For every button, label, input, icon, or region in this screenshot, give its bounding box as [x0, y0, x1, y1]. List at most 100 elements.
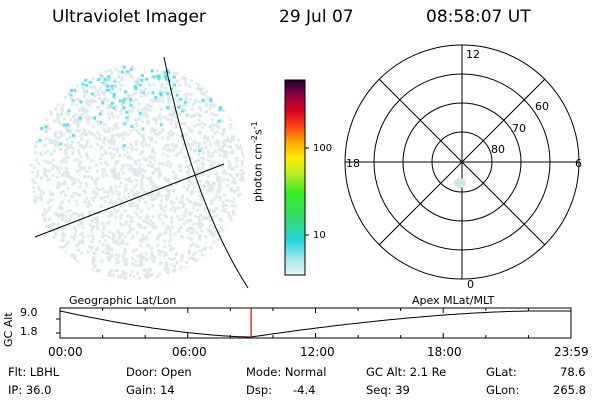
uv-pixel — [150, 251, 154, 255]
uv-pixel — [40, 197, 44, 201]
uv-pixel — [134, 183, 138, 187]
uv-pixel — [143, 274, 147, 278]
uv-pixel — [136, 271, 140, 275]
x-tick-2359: 23:59 — [554, 345, 589, 359]
uv-pixel — [225, 199, 229, 203]
uv-pixel — [217, 125, 221, 129]
uv-pixel — [186, 187, 190, 191]
uv-pixel — [117, 70, 121, 74]
uv-pixel — [65, 123, 69, 127]
uv-pixel — [72, 115, 76, 119]
uv-pixel — [199, 213, 203, 217]
uv-pixel — [141, 233, 145, 237]
uv-pixel — [212, 209, 216, 213]
uv-pixel — [171, 105, 175, 109]
uv-pixel — [97, 93, 101, 96]
uv-pixel — [84, 181, 88, 185]
uv-pixel — [133, 192, 137, 196]
uv-pixel — [125, 116, 129, 120]
uv-pixel — [102, 190, 106, 194]
uv-pixel — [204, 145, 208, 149]
uv-pixel — [112, 124, 116, 128]
uv-pixel — [201, 125, 205, 129]
uv-pixel — [112, 235, 116, 238]
uv-pixel — [88, 211, 92, 215]
uv-pixel — [173, 209, 177, 213]
uv-pixel — [224, 154, 228, 158]
uv-pixel — [85, 196, 89, 200]
uv-pixel — [80, 238, 84, 242]
uv-pixel — [97, 188, 101, 192]
uv-pixel — [222, 208, 226, 212]
uv-pixel — [96, 89, 100, 93]
uv-pixel — [219, 234, 222, 238]
uv-pixel — [79, 232, 83, 236]
uv-pixel — [116, 160, 120, 164]
uv-pixel — [151, 197, 155, 200]
uv-pixel — [173, 176, 177, 180]
uv-image-pixels — [29, 65, 245, 280]
uv-pixel — [189, 92, 193, 96]
uv-pixel — [148, 179, 152, 183]
uv-pixel — [61, 212, 65, 216]
uv-pixel — [168, 181, 172, 185]
uv-pixel — [173, 83, 177, 87]
uv-pixel — [108, 68, 112, 72]
uv-pixel — [119, 222, 123, 226]
uv-pixel — [209, 232, 213, 236]
uv-pixel — [128, 219, 132, 223]
uv-pixel — [59, 191, 63, 195]
uv-pixel — [166, 189, 169, 192]
uv-pixel — [79, 134, 83, 138]
uv-pixel — [162, 221, 165, 225]
uv-pixel — [124, 222, 128, 226]
uv-pixel — [95, 216, 99, 220]
uv-pixel — [95, 90, 99, 94]
uv-pixel — [210, 102, 214, 106]
uv-pixel — [101, 242, 105, 246]
uv-pixel — [126, 93, 130, 97]
uv-pixel — [63, 180, 67, 184]
uv-pixel — [39, 193, 43, 197]
uv-pixel — [83, 145, 87, 149]
status-gain: Gain: 14 — [126, 383, 175, 397]
uv-pixel — [116, 239, 120, 243]
altitude-curve — [59, 310, 571, 338]
uv-pixel — [166, 136, 170, 140]
uv-pixel — [159, 198, 163, 202]
uv-pixel — [110, 101, 114, 105]
mlt-label-12: 12 — [466, 48, 480, 61]
uv-pixel — [117, 172, 121, 176]
uv-pixel — [109, 139, 113, 143]
uv-pixel — [200, 229, 204, 233]
uv-pixel — [152, 75, 156, 79]
x-tick-1200: 12:00 — [300, 345, 335, 359]
uv-pixel — [59, 106, 63, 110]
uv-pixel — [198, 221, 202, 225]
uv-pixel — [150, 138, 153, 142]
uv-pixel — [91, 198, 95, 202]
uv-pixel — [85, 109, 89, 113]
uv-pixel — [99, 157, 103, 161]
uv-pixel — [189, 147, 193, 151]
uv-pixel — [61, 173, 65, 177]
uv-pixel — [67, 92, 71, 96]
uv-pixel — [102, 227, 106, 231]
uv-pixel — [157, 115, 161, 119]
uv-pixel — [192, 114, 195, 118]
uv-pixel — [92, 84, 96, 88]
uv-pixel — [231, 167, 235, 171]
uv-pixel — [209, 159, 213, 163]
uv-pixel — [57, 136, 61, 140]
uv-pixel — [183, 101, 187, 105]
uv-pixel — [83, 165, 86, 169]
uv-pixel — [65, 210, 69, 214]
uv-pixel — [140, 142, 144, 146]
uv-pixel — [141, 108, 145, 112]
uv-pixel — [193, 251, 197, 255]
uv-pixel — [209, 218, 213, 222]
uv-pixel — [201, 223, 205, 227]
uv-pixel — [149, 98, 153, 102]
uv-pixel — [77, 163, 81, 167]
uv-pixel — [153, 129, 156, 133]
